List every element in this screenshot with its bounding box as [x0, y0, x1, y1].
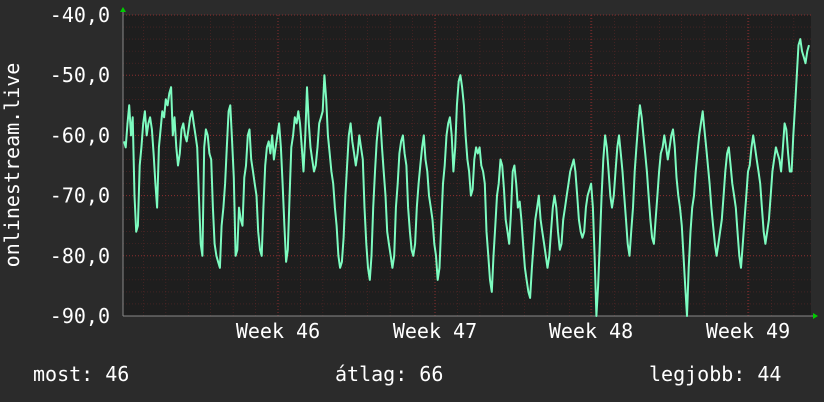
footer-average-value: átlag: 66: [335, 362, 444, 386]
x-axis-arrow: [813, 313, 818, 319]
x-tick-label: Week 47: [393, 319, 477, 343]
y-tick-label: -40,0: [50, 3, 110, 27]
x-tick-labels: Week 46 Week 47 Week 48 Week 49: [236, 319, 790, 343]
axes: [120, 7, 818, 319]
footer-last-value: most: 46: [33, 362, 130, 386]
y-tick-label: -60,0: [50, 123, 110, 147]
y-tick-labels: -40,0 -50,0 -60,0 -70,0 -80,0 -90,0: [50, 3, 110, 328]
y-axis-label: onlinestream.live: [0, 63, 24, 268]
y-tick-label: -80,0: [50, 244, 110, 268]
x-tick-label: Week 49: [706, 319, 790, 343]
grid: [123, 14, 811, 317]
series-line: [123, 38, 810, 317]
x-tick-label: Week 46: [236, 319, 320, 343]
y-tick-label: -70,0: [50, 184, 110, 208]
y-tick-label: -50,0: [50, 63, 110, 87]
footer-best-value: legjobb: 44: [649, 362, 782, 386]
x-tick-label: Week 48: [549, 319, 633, 343]
y-tick-label: -90,0: [50, 304, 110, 328]
y-axis-arrow: [120, 7, 126, 12]
